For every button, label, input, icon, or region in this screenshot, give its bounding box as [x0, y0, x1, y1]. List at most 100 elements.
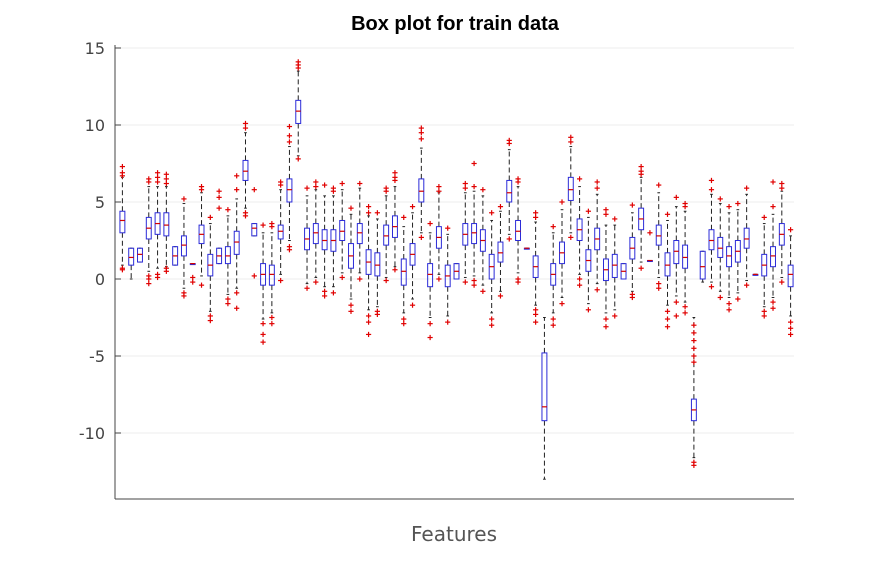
outlier-marker	[119, 173, 125, 179]
outlier-marker	[691, 330, 697, 336]
iqr-box	[400, 258, 407, 286]
outlier-marker	[401, 316, 407, 322]
feature-box-38	[444, 225, 451, 325]
iqr-box	[233, 230, 240, 255]
feature-box-9	[189, 263, 196, 285]
outlier-marker	[682, 204, 688, 210]
outlier-marker	[260, 321, 266, 327]
outlier-marker	[656, 285, 662, 291]
outlier-marker	[269, 224, 275, 230]
outlier-marker	[216, 188, 222, 194]
outlier-marker	[673, 194, 679, 200]
iqr-box	[119, 210, 126, 234]
outlier-marker	[365, 313, 372, 319]
feature-box-49	[541, 317, 548, 480]
feature-box-32	[391, 170, 398, 273]
outlier-marker	[708, 177, 715, 184]
feature-box-34	[409, 204, 416, 308]
outlier-marker	[471, 277, 477, 284]
outlier-marker	[383, 277, 389, 284]
outlier-marker	[234, 305, 240, 311]
outlier-marker	[295, 65, 301, 71]
outlier-marker	[691, 338, 697, 344]
outlier-marker	[260, 222, 266, 228]
outlier-marker	[357, 276, 363, 282]
outlier-marker	[576, 276, 583, 282]
outlier-marker	[770, 204, 776, 210]
iqr-box	[471, 223, 478, 245]
y-tick-labels: 15 10 5 0 -5 -10	[79, 39, 105, 443]
outlier-marker	[603, 211, 609, 217]
outlier-marker	[497, 204, 504, 210]
outlier-marker	[225, 296, 231, 302]
feature-box-7	[172, 246, 179, 266]
feature-box-68	[708, 177, 715, 290]
feature-box-19	[277, 179, 284, 284]
outlier-marker	[198, 187, 205, 193]
outlier-marker	[286, 139, 293, 145]
iqr-box	[699, 250, 706, 280]
outlier-marker	[515, 279, 521, 285]
outlier-marker	[304, 185, 310, 191]
feature-box-77	[787, 227, 794, 338]
iqr-box	[611, 253, 618, 278]
feature-box-23	[312, 179, 319, 285]
outlier-marker	[286, 247, 293, 253]
feature-box-65	[682, 200, 689, 316]
outlier-marker	[181, 293, 187, 299]
outlier-marker	[181, 196, 187, 202]
outlier-marker	[717, 294, 723, 301]
outlier-marker	[322, 288, 328, 294]
outlier-marker	[708, 187, 715, 193]
feature-box-70	[726, 204, 733, 313]
y-tick-label: 5	[95, 193, 105, 212]
iqr-box	[224, 246, 231, 265]
outlier-marker	[735, 200, 741, 207]
outlier-marker	[207, 214, 213, 220]
feature-box-10	[198, 184, 205, 288]
outlier-marker	[568, 139, 574, 145]
outlier-marker	[585, 307, 591, 313]
outlier-marker	[603, 316, 609, 322]
outlier-marker	[788, 319, 794, 325]
outlier-marker	[638, 163, 644, 170]
outlier-marker	[691, 345, 697, 351]
feature-box-62	[655, 182, 662, 291]
feature-box-33	[400, 214, 407, 327]
outlier-marker	[216, 205, 222, 211]
outlier-marker	[401, 214, 407, 220]
outlier-marker	[788, 325, 794, 331]
outlier-marker	[445, 225, 451, 231]
outlier-marker	[594, 287, 600, 293]
feature-box-57	[611, 216, 618, 319]
feature-box-16	[251, 187, 258, 279]
iqr-box	[567, 176, 574, 201]
outlier-marker	[559, 199, 565, 205]
outlier-marker	[146, 276, 152, 282]
y-tick-label: -10	[79, 424, 105, 443]
outlier-marker	[330, 290, 337, 296]
feature-box-51	[559, 199, 565, 307]
feature-box-61	[646, 230, 653, 263]
outlier-marker	[664, 211, 671, 217]
iqr-box	[356, 223, 363, 245]
outlier-marker	[744, 185, 750, 191]
iqr-box	[128, 247, 135, 266]
outlier-marker	[770, 299, 776, 305]
feature-box-18	[268, 220, 275, 327]
iqr-box	[251, 223, 258, 237]
outlier-marker	[656, 281, 662, 287]
outlier-marker	[717, 196, 723, 202]
outlier-marker	[682, 310, 688, 316]
outlier-marker	[770, 179, 776, 185]
axes	[114, 45, 794, 500]
outlier-marker	[779, 279, 785, 285]
outlier-marker	[383, 188, 389, 194]
feature-box-75	[770, 179, 776, 311]
outlier-marker	[568, 134, 574, 140]
outlier-marker	[163, 176, 169, 182]
x-axis-label: Features	[411, 522, 497, 546]
outlier-marker	[190, 279, 196, 285]
outlier-marker	[242, 213, 249, 219]
feature-box-1	[119, 163, 126, 273]
